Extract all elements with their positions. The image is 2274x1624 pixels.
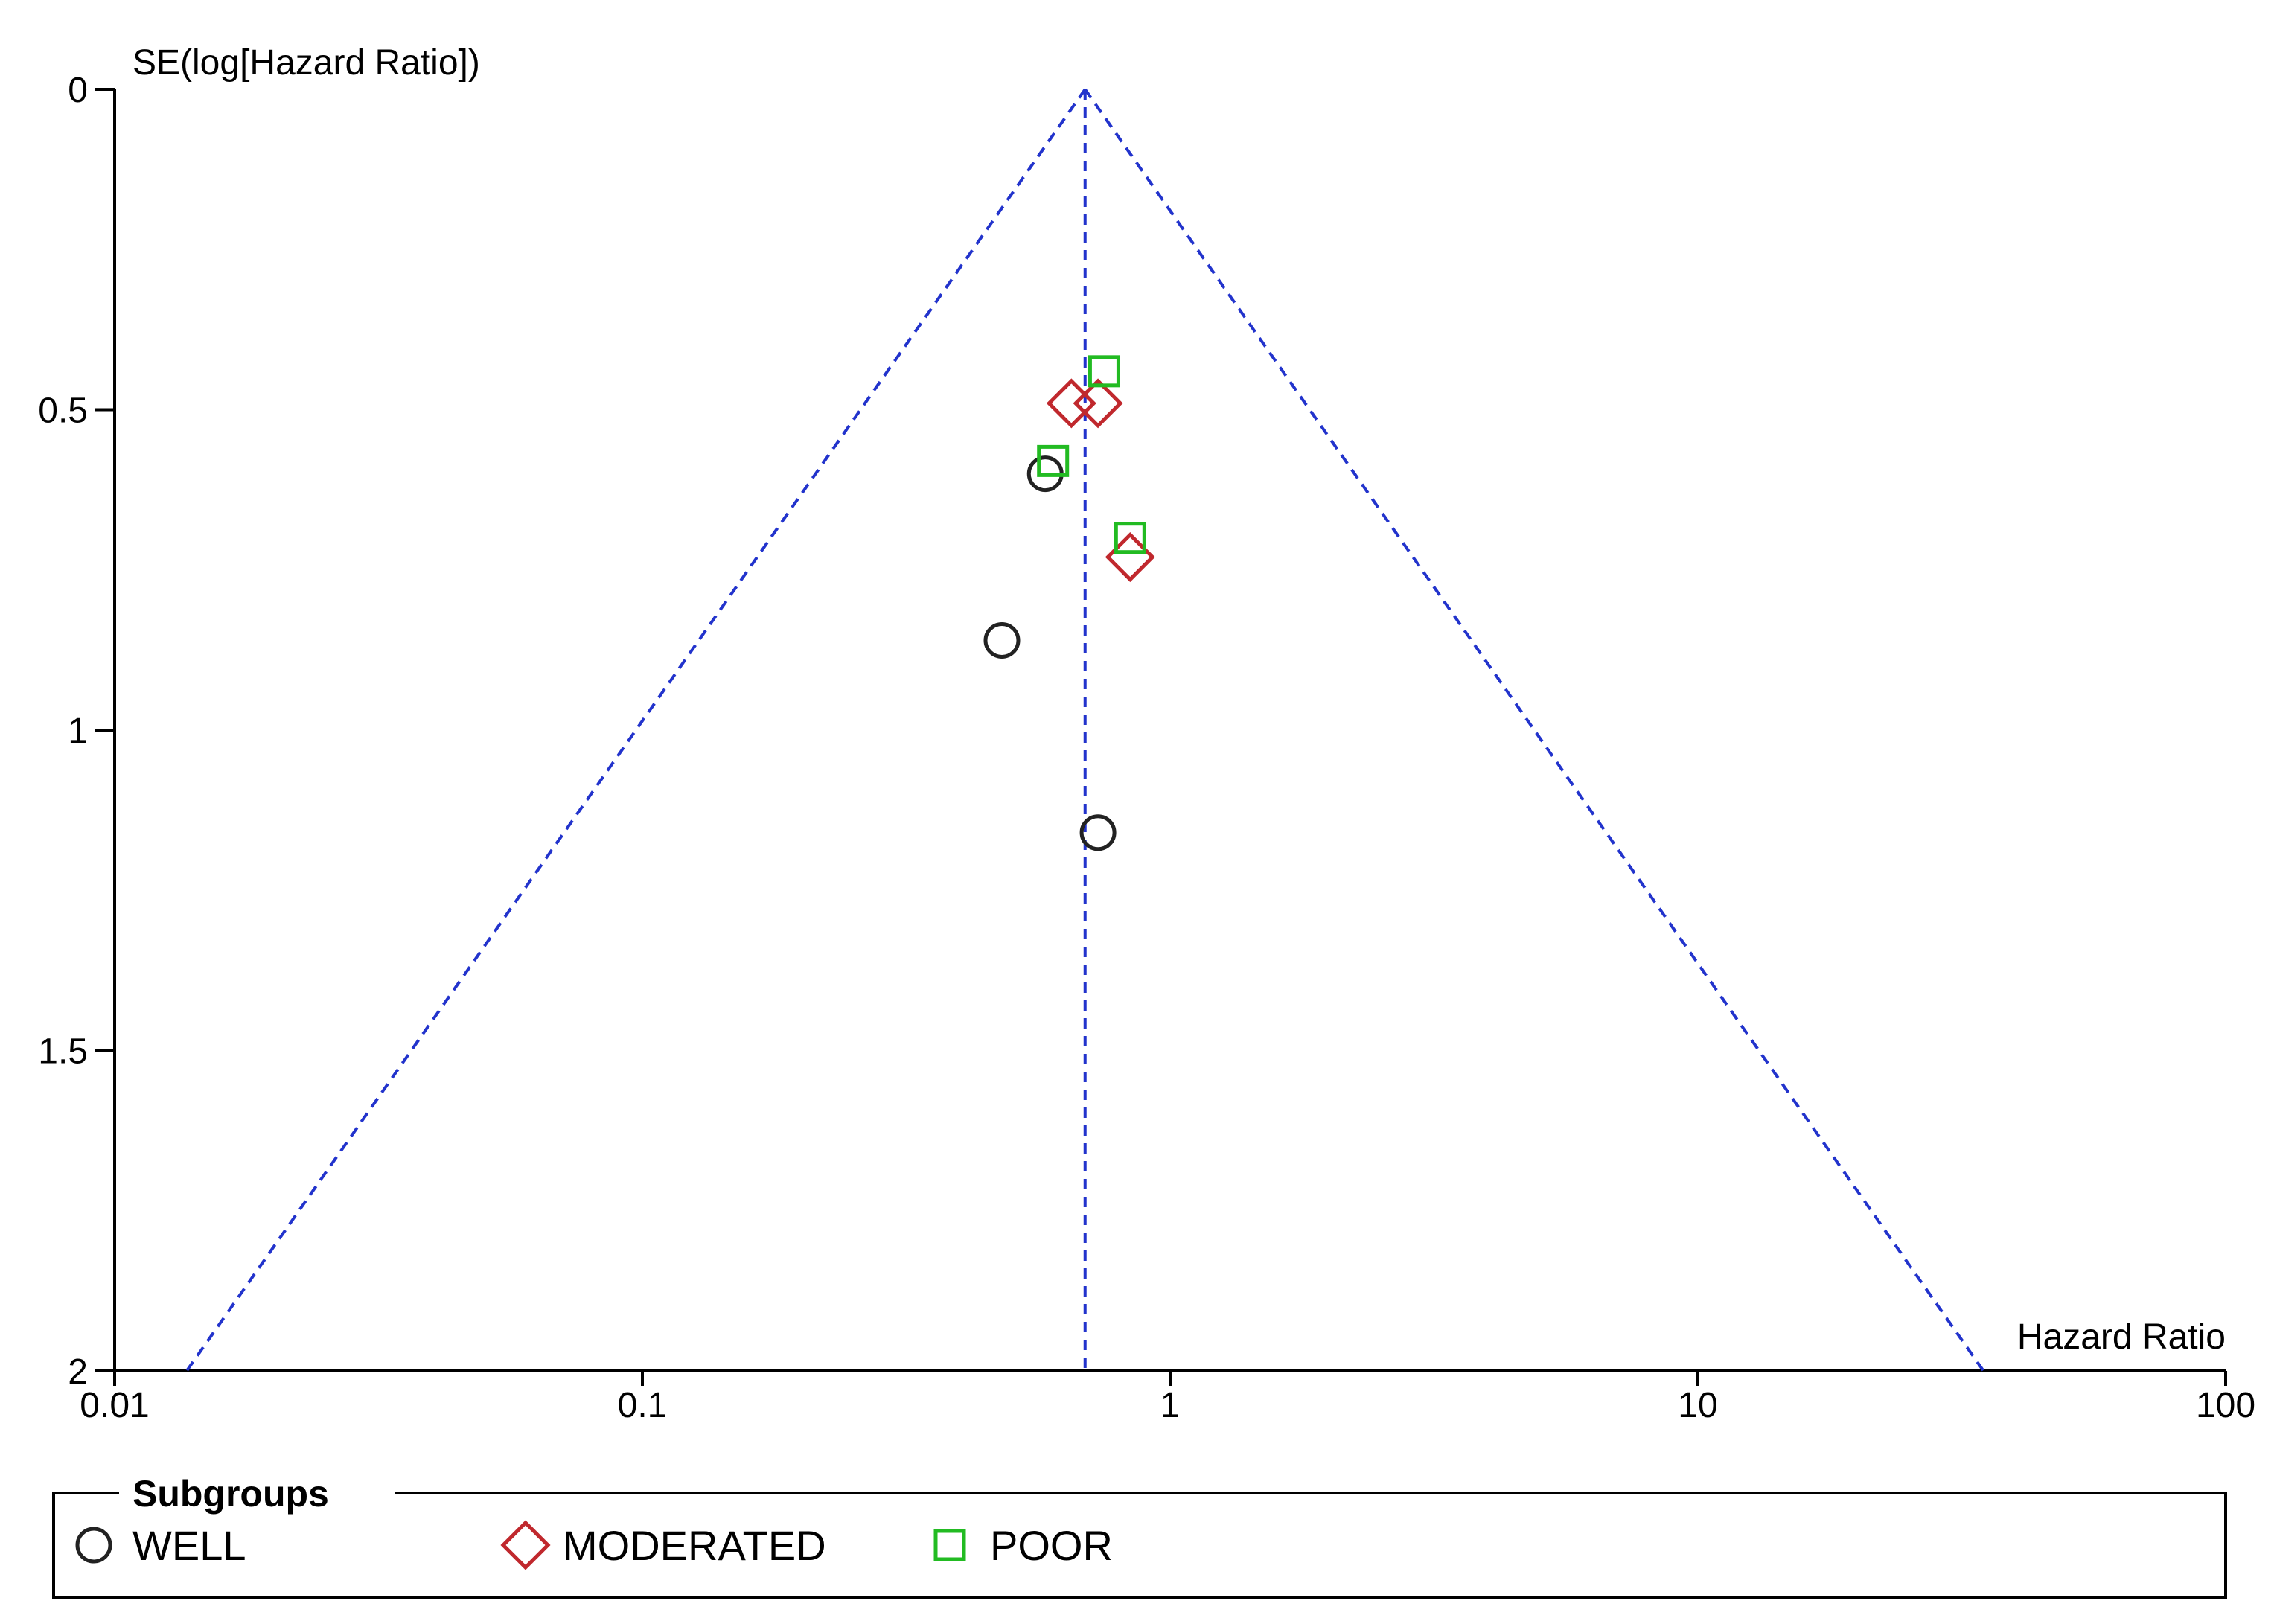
y-tick-label: 0.5 [38,391,88,431]
x-tick-label: 100 [2196,1386,2255,1425]
point-moderated [1046,378,1096,429]
point-poor [1114,522,1146,554]
point-poor [1088,355,1120,388]
y-axis-title: SE(log[Hazard Ratio]) [132,43,480,83]
point-poor [1037,444,1070,477]
funnel-left-boundary [185,88,1087,1372]
legend-marker-moderated [500,1520,551,1570]
point-well [983,621,1021,659]
legend-label-well: WELL [132,1522,246,1569]
point-moderated [1073,378,1123,429]
y-tick-label: 1.5 [38,1032,88,1072]
legend-label-moderated: MODERATED [563,1522,826,1569]
funnel-lines [185,88,1985,1372]
legend-items: WELL MODERATED POOR [75,1520,1113,1570]
legend-marker-well [75,1527,112,1564]
y-ticks: 0 0.5 1 1.5 2 [38,71,115,1392]
x-tick-label: 1 [1160,1386,1181,1425]
axes [113,89,2226,1372]
legend-frame [52,1492,2227,1599]
x-tick-label: 10 [1678,1386,1717,1425]
x-tick-label: 0.1 [618,1386,668,1425]
x-ticks: 0.01 0.1 1 10 100 [80,1371,2255,1425]
y-tick-label: 1 [68,712,88,751]
y-tick-label: 2 [68,1352,88,1392]
x-tick-label: 0.01 [80,1386,149,1425]
data-points [983,355,1155,851]
legend: Subgroups WELL MODERATED POOR [52,1473,2227,1599]
x-axis-title: Hazard Ratio [2017,1317,2226,1357]
legend-label-poor: POOR [990,1522,1113,1569]
legend-title: Subgroups [132,1473,329,1515]
legend-marker-poor [933,1529,966,1561]
funnel-right-boundary [1084,88,1985,1372]
point-well [1079,814,1117,851]
y-tick-label: 0 [68,71,88,110]
